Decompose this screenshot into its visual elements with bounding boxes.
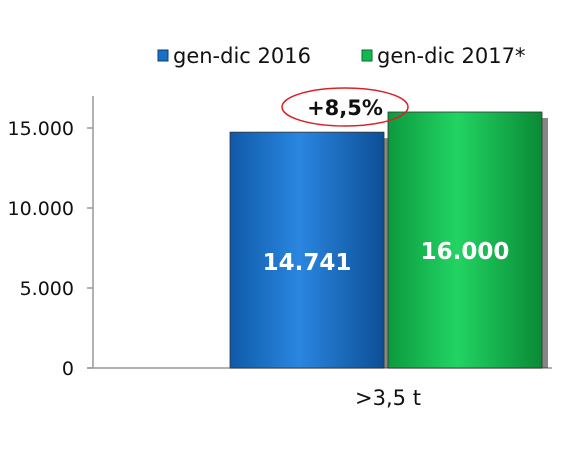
annotation-text: +8,5% [307,96,383,120]
legend-swatch-2016 [157,49,169,62]
growth-annotation: +8,5% [281,87,409,127]
data-labels: 14.741 16.000 [263,239,510,276]
legend-swatch-2017 [361,49,373,62]
bars [229,111,548,369]
bar-2017 [387,111,543,369]
data-label-2017: 16.000 [421,239,510,265]
legend-label-2017: gen-dic 2017* [377,44,525,68]
y-tick-label: 15.000 [8,118,74,140]
data-label-2016: 14.741 [263,250,352,276]
category-label: >3,5 t [355,386,421,410]
annotation-ellipse [281,87,409,127]
legend-item-2017: gen-dic 2017* [361,44,525,68]
y-tick-label: 10.000 [8,198,74,220]
legend-item-2016: gen-dic 2016 [157,44,311,68]
y-axis-ticks: 0 5.000 10.000 15.000 [8,118,93,380]
legend: gen-dic 2016 gen-dic 2017* [157,44,525,68]
legend-label-2016: gen-dic 2016 [173,44,311,68]
y-tick-label: 5.000 [20,278,74,300]
bar-2016 [229,131,385,369]
y-tick-label: 0 [62,358,74,380]
